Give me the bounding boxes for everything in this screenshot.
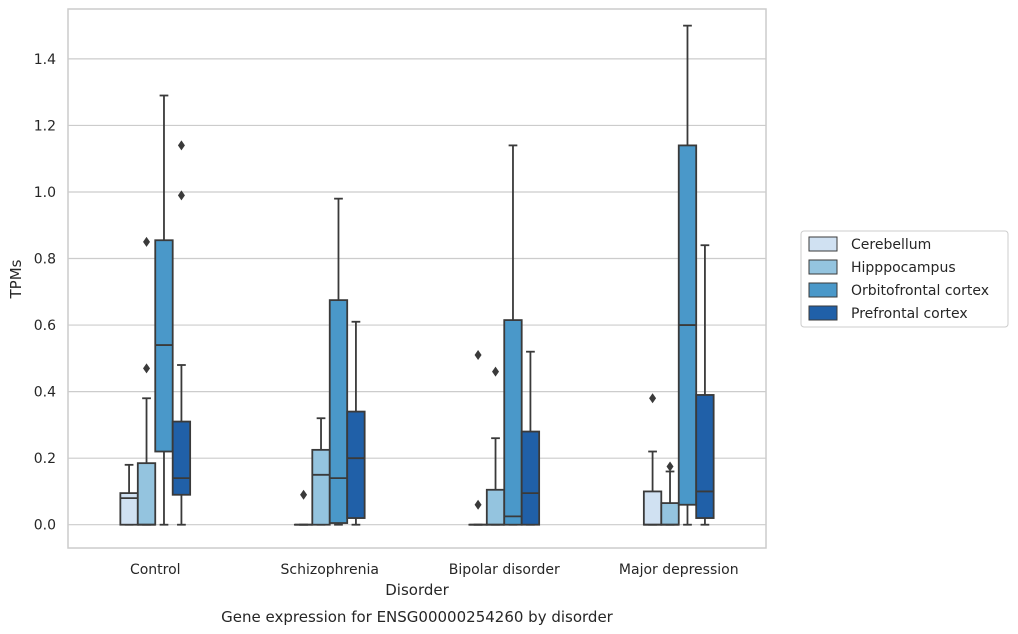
y-tick-label: 0.2 (34, 451, 56, 467)
box-cerebellum (642, 393, 663, 526)
box-body (346, 410, 366, 519)
box-body (660, 502, 680, 526)
box-body (520, 430, 541, 526)
outlier-point (143, 236, 151, 247)
box-orbitofrontal-cortex (677, 24, 698, 526)
legend-swatch (808, 282, 838, 298)
legend-swatch (808, 259, 838, 275)
box-orbitofrontal-cortex (503, 144, 523, 526)
box-cerebellum (468, 350, 488, 526)
y-tick-label: 0.8 (34, 252, 56, 268)
x-tick-label: Major depression (619, 562, 739, 578)
x-axis-label: Disorder (385, 581, 449, 599)
plot-area-frame (67, 8, 767, 549)
outlier-point (474, 499, 482, 510)
outlier-point (474, 350, 482, 361)
legend-swatch (808, 236, 838, 252)
legend-label: Orbitofrontal cortex (851, 283, 989, 299)
legend-label: Cerebellum (851, 237, 931, 253)
legend-label: Hipppocampus (851, 260, 956, 276)
outlier-point (177, 190, 185, 201)
box-body (503, 319, 523, 526)
box-orbitofrontal-cortex (328, 197, 349, 526)
box-prefrontal-cortex (695, 244, 715, 526)
y-tick-label: 0.0 (34, 518, 56, 534)
x-tick-label: Control (130, 562, 181, 578)
box-body (136, 462, 157, 526)
y-tick-label: 1.4 (34, 52, 56, 68)
box-hipppocampus (660, 461, 680, 526)
box-hipppocampus (311, 417, 331, 526)
box-body (311, 448, 331, 526)
box-body (171, 420, 192, 496)
outlier-point (177, 140, 185, 151)
legend: Cerebellum Hipppocampus Orbitofrontal cort… (800, 230, 1009, 328)
y-axis-ticks: 0.0 0.2 0.4 0.6 0.8 1.0 1.2 1.4 (34, 52, 56, 534)
legend-frame (800, 230, 1009, 328)
legend-swatch (808, 305, 838, 321)
outlier-point (649, 393, 657, 404)
x-axis-ticks: Control Schizophrenia Bipolar disorder Majo… (130, 562, 739, 578)
box-body (695, 394, 715, 519)
chart-caption: Gene expression for ENSG00000254260 by d… (221, 608, 614, 626)
y-tick-label: 0.6 (34, 318, 56, 334)
outlier-point (492, 366, 500, 377)
box-prefrontal-cortex (171, 140, 192, 526)
box-hipppocampus (485, 366, 506, 526)
box-hipppocampus (136, 236, 157, 526)
y-tick-label: 0.4 (34, 385, 56, 401)
y-tick-label: 1.0 (34, 185, 56, 201)
box-series (119, 24, 715, 526)
box-body (642, 490, 663, 526)
y-tick-label: 1.2 (34, 118, 56, 134)
box-cerebellum (119, 463, 139, 526)
outlier-point (666, 461, 674, 472)
y-axis-label: TPMs (7, 259, 25, 299)
box-body (328, 299, 349, 524)
box-cerebellum (293, 489, 314, 526)
outlier-point (300, 489, 308, 500)
box-prefrontal-cortex (520, 350, 541, 526)
x-tick-label: Bipolar disorder (449, 562, 560, 578)
box-body (485, 488, 506, 526)
box-orbitofrontal-cortex (154, 94, 174, 526)
outlier-point (143, 363, 151, 374)
box-prefrontal-cortex (346, 320, 366, 526)
x-tick-label: Schizophrenia (281, 562, 379, 578)
legend-label: Prefrontal cortex (851, 306, 968, 322)
